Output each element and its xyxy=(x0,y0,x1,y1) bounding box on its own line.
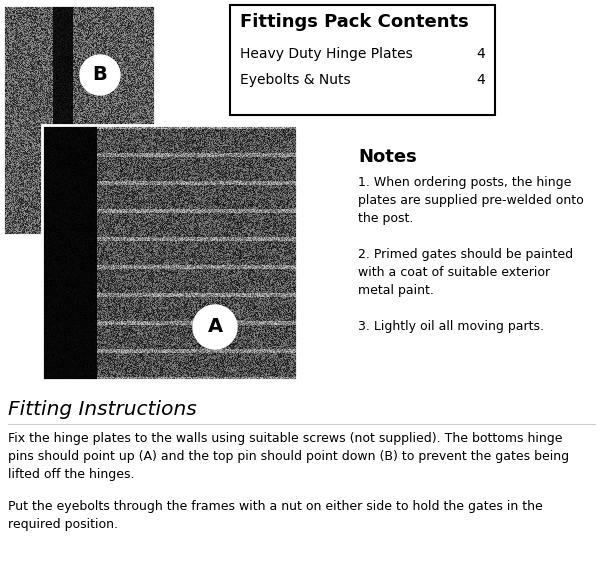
Text: Notes: Notes xyxy=(358,148,417,166)
Bar xyxy=(230,5,495,115)
Text: Heavy Duty Hinge Plates: Heavy Duty Hinge Plates xyxy=(240,47,412,61)
Text: A: A xyxy=(207,317,223,336)
Circle shape xyxy=(193,305,237,349)
Text: 4: 4 xyxy=(476,47,485,61)
Text: Fitting Instructions: Fitting Instructions xyxy=(8,400,197,419)
Text: B: B xyxy=(93,66,107,85)
Text: Put the eyebolts through the frames with a nut on either side to hold the gates : Put the eyebolts through the frames with… xyxy=(8,500,543,531)
Text: 1. When ordering posts, the hinge
plates are supplied pre-welded onto
the post.: 1. When ordering posts, the hinge plates… xyxy=(358,176,584,225)
Bar xyxy=(42,125,297,380)
Text: 3. Lightly oil all moving parts.: 3. Lightly oil all moving parts. xyxy=(358,320,544,333)
Text: Fix the hinge plates to the walls using suitable screws (not supplied). The bott: Fix the hinge plates to the walls using … xyxy=(8,432,569,481)
Bar xyxy=(3,5,155,235)
Text: 2. Primed gates should be painted
with a coat of suitable exterior
metal paint.: 2. Primed gates should be painted with a… xyxy=(358,248,573,297)
Text: Fittings Pack Contents: Fittings Pack Contents xyxy=(240,13,469,31)
Circle shape xyxy=(80,55,120,95)
Text: Eyebolts & Nuts: Eyebolts & Nuts xyxy=(240,73,350,87)
Text: 4: 4 xyxy=(476,73,485,87)
